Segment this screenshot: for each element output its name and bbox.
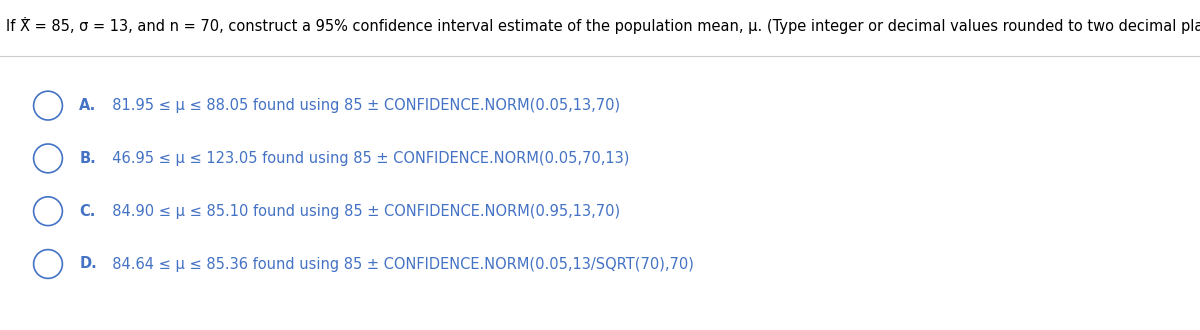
- Text: C.: C.: [79, 204, 96, 219]
- Text: D.: D.: [79, 256, 97, 272]
- Text: 46.95 ≤ μ ≤ 123.05 found using 85 ± CONFIDENCE.NORM(0.05,70,13): 46.95 ≤ μ ≤ 123.05 found using 85 ± CONF…: [103, 151, 630, 166]
- Text: A.: A.: [79, 98, 96, 113]
- Text: 84.64 ≤ μ ≤ 85.36 found using 85 ± CONFIDENCE.NORM(0.05,13/SQRT(70),70): 84.64 ≤ μ ≤ 85.36 found using 85 ± CONFI…: [103, 256, 694, 272]
- Text: If Ẋ̅ = 85, σ = 13, and n = 70, construct a 95% confidence interval estimate of : If Ẋ̅ = 85, σ = 13, and n = 70, construc…: [6, 16, 1200, 34]
- Text: B.: B.: [79, 151, 96, 166]
- Text: 84.90 ≤ μ ≤ 85.10 found using 85 ± CONFIDENCE.NORM(0.95,13,70): 84.90 ≤ μ ≤ 85.10 found using 85 ± CONFI…: [103, 204, 620, 219]
- Text: 81.95 ≤ μ ≤ 88.05 found using 85 ± CONFIDENCE.NORM(0.05,13,70): 81.95 ≤ μ ≤ 88.05 found using 85 ± CONFI…: [103, 98, 620, 113]
